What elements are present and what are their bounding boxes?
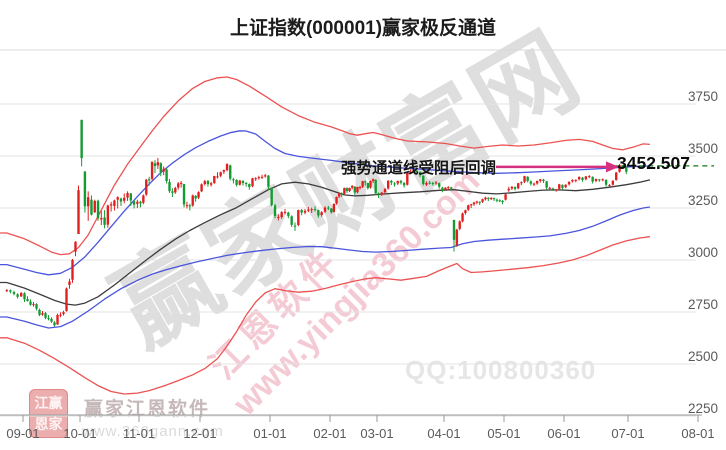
- x-tick-label: 04-01: [427, 426, 460, 441]
- channel-value-label: 3452.507: [617, 153, 690, 173]
- x-axis-labels: 09-01 10-01 11-01 12-01 01-01 02-01 03-01 04-01…: [6, 426, 714, 441]
- grid-layer: [0, 49, 726, 417]
- y-tick-label: 3500: [688, 141, 718, 156]
- channel-line-weak-lower: [0, 206, 650, 329]
- channel-line-outer-lower: [0, 236, 650, 395]
- channel-lines-layer: [0, 76, 651, 395]
- chart-title: 上证指数(000001)赢家极反通道: [229, 18, 497, 39]
- x-tick-label: 03-01: [360, 426, 393, 441]
- y-tick-label: 3750: [688, 89, 718, 104]
- x-tick-label: 02-01: [313, 426, 346, 441]
- x-tick-label: 01-01: [253, 426, 286, 441]
- y-tick-label: 2500: [688, 349, 718, 364]
- annotation-layer: [496, 161, 714, 173]
- x-axis: [0, 414, 702, 422]
- annotation-text: 强势通道线受阻后回调: [340, 160, 496, 177]
- x-tick-label: 09-01: [6, 426, 39, 441]
- channel-line-outer-upper: [0, 76, 650, 256]
- y-tick-label: 3250: [688, 193, 718, 208]
- annotation-arrow-head-icon: [606, 161, 619, 173]
- x-tick-label: 11-01: [123, 426, 155, 441]
- x-tick-label: 06-01: [547, 426, 580, 441]
- x-tick-label: 05-01: [487, 426, 520, 441]
- x-tick-label: 10-01: [63, 426, 96, 441]
- x-tick-label: 12-01: [183, 426, 216, 441]
- y-axis-labels: 3750 3500 3250 3000 2750 2500 2250: [688, 89, 718, 416]
- channel-line-middle: [0, 179, 651, 306]
- y-tick-label: 2750: [688, 297, 718, 312]
- x-tick-label: 07-01: [611, 426, 644, 441]
- x-tick-label: 08-01: [681, 426, 714, 441]
- channel-line-strong-upper: [0, 130, 650, 276]
- candles-layer: [5, 119, 628, 327]
- y-tick-label: 2250: [688, 401, 718, 416]
- y-tick-label: 3000: [688, 245, 718, 260]
